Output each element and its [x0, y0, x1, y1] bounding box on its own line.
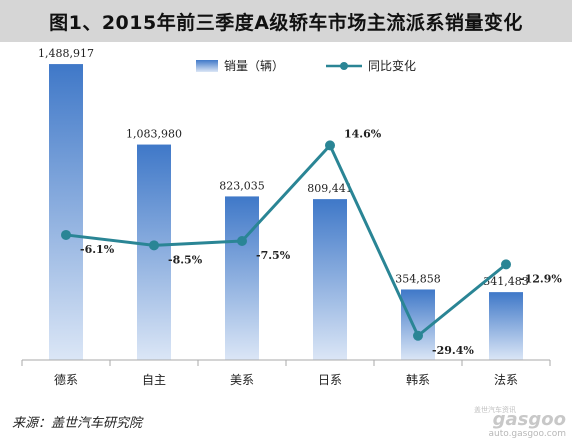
x-tick-label: 德系	[54, 372, 78, 387]
legend-bar-swatch	[196, 60, 218, 72]
legend-label-sales: 销量（辆）	[224, 59, 284, 73]
yoy-point-4	[325, 140, 335, 151]
chart-legend: 销量（辆） 同比变化	[196, 58, 416, 73]
bar-value-label: 1,488,917	[38, 47, 94, 60]
bar-4	[313, 199, 347, 360]
yoy-line	[65, 143, 507, 338]
source-note: 来源：盖世汽车研究院	[12, 416, 143, 431]
x-tick-label: 美系	[230, 373, 254, 387]
yoy-point-6	[501, 259, 511, 270]
watermark-cn: 盖世汽车资讯	[474, 406, 516, 414]
chart-title-bar: 图1、2015年前三季度A级轿车市场主流派系销量变化	[0, 0, 572, 42]
yoy-point-2	[149, 240, 159, 251]
chart-title: 图1、2015年前三季度A级轿车市场主流派系销量变化	[49, 11, 523, 34]
bar-1	[49, 64, 83, 360]
yoy-value-label: -6.1%	[80, 243, 115, 256]
bar-3	[225, 196, 259, 360]
yoy-value-label: 14.6%	[344, 127, 382, 140]
yoy-value-label: -12.9%	[520, 272, 562, 285]
bar-value-label: 1,083,980	[126, 128, 182, 141]
yoy-point-1	[61, 229, 71, 240]
watermark-name: gasgoo	[492, 409, 566, 430]
bar-6	[489, 292, 523, 360]
bar-value-label: 809,441	[307, 182, 353, 195]
bar-2	[137, 144, 171, 360]
yoy-value-label: -7.5%	[256, 249, 291, 262]
yoy-point-5	[413, 330, 423, 341]
yoy-point-3	[237, 236, 247, 246]
legend-label-yoy: 同比变化	[368, 58, 416, 73]
x-tick-label: 韩系	[406, 372, 430, 387]
yoy-value-label: -29.4%	[432, 344, 474, 357]
yoy-value-label: -8.5%	[168, 253, 203, 266]
gasgoo-watermark: 盖世汽车资讯 gasgoo auto.gasgoo.com	[456, 405, 566, 439]
x-tick-label: 日系	[318, 373, 342, 387]
bar-value-label: 341,483	[483, 275, 529, 288]
bar-value-label: 823,035	[219, 179, 265, 192]
chart-plot: 销量（辆） 同比变化 1,488,917 1,083,980 823,035 809,4…	[21, 47, 562, 387]
bar-value-label: 354,858	[395, 272, 441, 285]
x-tick-label: 自主	[142, 373, 166, 387]
x-tick-label: 法系	[494, 373, 518, 387]
watermark-url: auto.gasgoo.com	[488, 429, 566, 439]
legend-line-marker	[340, 62, 348, 70]
